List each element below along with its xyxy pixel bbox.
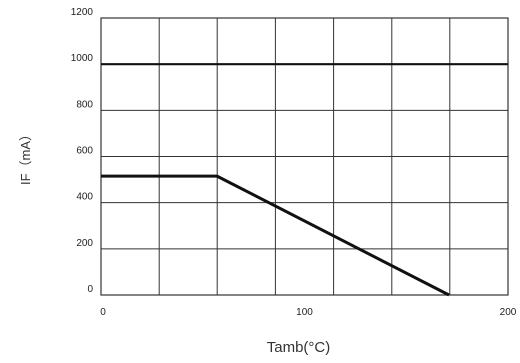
grid-lines xyxy=(100,17,509,296)
x-tick-label: 100 xyxy=(296,307,313,318)
y-tick-label: 800 xyxy=(76,99,93,110)
y-tick-label: 400 xyxy=(76,192,93,203)
x-tick-labels: 0 100 200 xyxy=(100,307,517,318)
x-tick-label: 200 xyxy=(500,307,517,318)
y-tick-label: 0 xyxy=(87,284,93,295)
series-lines xyxy=(101,63,508,297)
y-tick-label: 1000 xyxy=(71,53,94,64)
x-tick-label: 0 xyxy=(100,307,106,318)
y-tick-labels: 0 200 400 600 800 1000 1200 xyxy=(71,7,94,295)
y-tick-label: 200 xyxy=(76,238,93,249)
x-axis-label: Tamb(°C) xyxy=(267,339,331,356)
y-tick-label: 600 xyxy=(76,146,93,157)
y-tick-label: 1200 xyxy=(71,7,94,18)
series-line-0 xyxy=(101,174,450,297)
y-axis-label: IF（mA） xyxy=(18,128,33,185)
